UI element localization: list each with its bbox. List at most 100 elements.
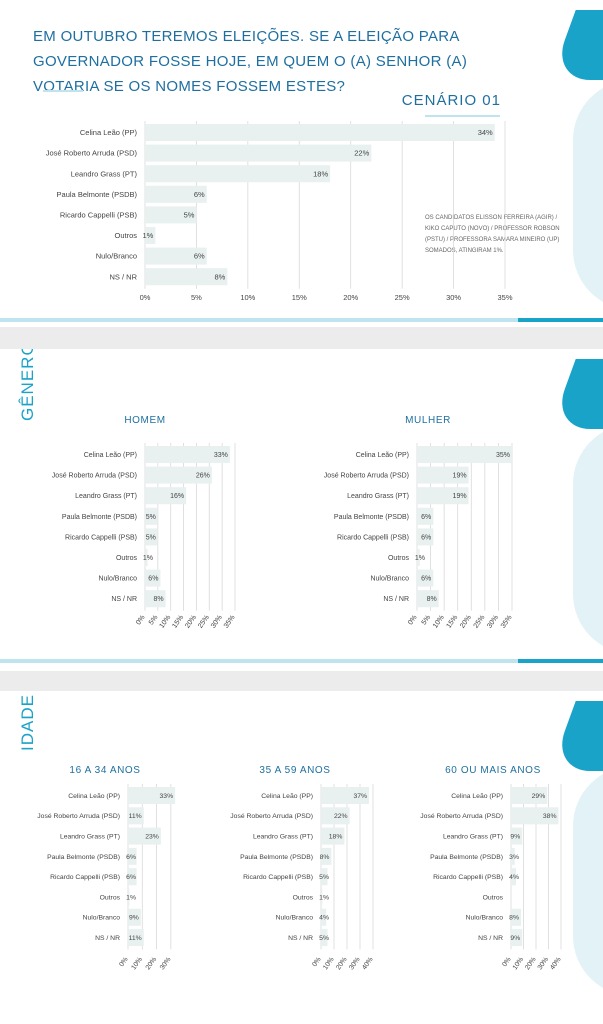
data-label: 5% bbox=[146, 514, 156, 521]
data-label: 16% bbox=[170, 493, 184, 500]
data-label: 33% bbox=[160, 793, 174, 800]
category-label: Nulo/Branco bbox=[276, 915, 314, 922]
category-label: NS / NR bbox=[109, 272, 137, 281]
data-label: 22% bbox=[334, 813, 348, 820]
x-tick-label: 30% bbox=[537, 956, 551, 971]
x-tick-label: 25% bbox=[395, 293, 410, 302]
category-label: Ricardo Cappelli (PSB) bbox=[50, 874, 120, 881]
data-label: 6% bbox=[421, 534, 431, 541]
bar bbox=[145, 124, 495, 141]
x-tick-label: 25% bbox=[473, 614, 487, 629]
chart-homem: 0% 5% 10% 15% 20% 25% 30% 35%Celina Leão (PP) 33… bbox=[52, 443, 237, 630]
bar bbox=[511, 787, 548, 804]
scenario-underline bbox=[425, 115, 500, 117]
x-tick-label: 35% bbox=[500, 614, 514, 629]
bar bbox=[145, 528, 158, 546]
bottom-rule bbox=[0, 659, 603, 663]
category-label: Leandro Grass (PT) bbox=[443, 833, 503, 840]
data-label: 6% bbox=[126, 854, 136, 861]
bar bbox=[511, 827, 523, 845]
bar bbox=[417, 569, 434, 587]
bar bbox=[128, 888, 130, 906]
data-label: 4% bbox=[509, 874, 519, 881]
chart-16-34: 0% 10% 20% 30%Celina Leão (PP) 33%José Rober… bbox=[37, 784, 176, 971]
category-label: Outros bbox=[114, 231, 137, 240]
data-label: 6% bbox=[194, 252, 205, 261]
category-label: NS / NR bbox=[383, 596, 409, 603]
category-label: José Roberto Arruda (PSD) bbox=[230, 813, 313, 820]
bar bbox=[321, 787, 370, 804]
category-label: José Roberto Arruda (PSD) bbox=[324, 473, 409, 480]
category-label: Leandro Grass (PT) bbox=[60, 833, 120, 840]
bar bbox=[145, 206, 197, 224]
data-label: 6% bbox=[421, 576, 431, 583]
subtitle-homem: HOMEM bbox=[124, 415, 166, 426]
category-label: Leandro Grass (PT) bbox=[253, 833, 313, 840]
data-label: 8% bbox=[153, 596, 163, 603]
data-label: 22% bbox=[354, 149, 369, 158]
bar bbox=[145, 247, 207, 265]
data-label: 18% bbox=[329, 833, 343, 840]
x-tick-label: 5% bbox=[421, 614, 433, 626]
data-label: 8% bbox=[509, 915, 519, 922]
side-decoration bbox=[573, 766, 603, 996]
bar bbox=[128, 807, 144, 825]
data-label: 26% bbox=[196, 473, 210, 480]
data-label: 1% bbox=[142, 231, 153, 240]
x-tick-label: 20% bbox=[343, 293, 358, 302]
bar bbox=[321, 908, 327, 926]
subtitle-35-59: 35 A 59 ANOS bbox=[259, 765, 331, 776]
bar bbox=[145, 549, 148, 566]
category-label: Nulo/Branco bbox=[466, 915, 504, 922]
bar bbox=[145, 185, 207, 203]
x-tick-label: 0% bbox=[135, 614, 147, 626]
data-label: 23% bbox=[145, 833, 159, 840]
side-decoration bbox=[573, 80, 603, 310]
x-tick-label: 40% bbox=[549, 956, 563, 971]
bar bbox=[417, 487, 469, 505]
category-label: José Roberto Arruda (PSD) bbox=[52, 473, 137, 480]
x-tick-label: 30% bbox=[486, 614, 500, 629]
bar bbox=[145, 144, 372, 162]
subtitle-mulher: MULHER bbox=[405, 415, 451, 426]
bar bbox=[511, 908, 521, 926]
x-tick-label: 10% bbox=[512, 956, 526, 971]
data-label: 1% bbox=[415, 555, 425, 562]
bar bbox=[321, 827, 345, 845]
chart-35-59: 0% 10% 20% 30% 40%Celina Leão (PP) 37%José Ro… bbox=[230, 784, 375, 971]
bar bbox=[128, 929, 144, 947]
category-label: José Roberto Arruda (PSD) bbox=[46, 149, 138, 158]
data-label: 38% bbox=[543, 813, 557, 820]
bar bbox=[321, 847, 332, 865]
category-label: Celina Leão (PP) bbox=[261, 793, 313, 800]
category-label: Outros bbox=[388, 555, 410, 562]
category-label: José Roberto Arruda (PSD) bbox=[420, 813, 503, 820]
category-label: Ricardo Cappelli (PSB) bbox=[60, 211, 138, 220]
bar bbox=[417, 507, 434, 525]
category-label: Outros bbox=[116, 555, 138, 562]
data-label: 11% bbox=[129, 813, 142, 820]
bar bbox=[511, 847, 515, 865]
bar bbox=[128, 847, 137, 865]
category-label: Ricardo Cappelli (PSB) bbox=[243, 874, 313, 881]
bar bbox=[145, 268, 228, 286]
bar bbox=[145, 569, 161, 587]
category-label: Ricardo Cappelli (PSB) bbox=[337, 534, 409, 541]
x-tick-label: 5% bbox=[148, 614, 160, 626]
x-tick-label: 15% bbox=[292, 293, 307, 302]
x-tick-label: 5% bbox=[191, 293, 202, 302]
category-label: Paula Belmonte (PSDB) bbox=[240, 854, 313, 861]
bar bbox=[145, 227, 156, 244]
bar bbox=[321, 929, 328, 947]
data-label: 5% bbox=[319, 874, 329, 881]
bar bbox=[417, 446, 512, 463]
bar bbox=[511, 868, 516, 886]
x-tick-label: 20% bbox=[524, 956, 538, 971]
category-label: Celina Leão (PP) bbox=[356, 452, 409, 459]
category-label: NS / NR bbox=[111, 596, 137, 603]
page-title: EM OUTUBRO TEREMOS ELEIÇÕES. SE A ELEIÇÃ… bbox=[33, 28, 468, 95]
x-tick-label: 20% bbox=[459, 614, 473, 629]
category-label: Nulo/Branco bbox=[98, 576, 137, 583]
category-label: Nulo/Branco bbox=[96, 252, 137, 261]
data-label: 1% bbox=[319, 894, 329, 901]
